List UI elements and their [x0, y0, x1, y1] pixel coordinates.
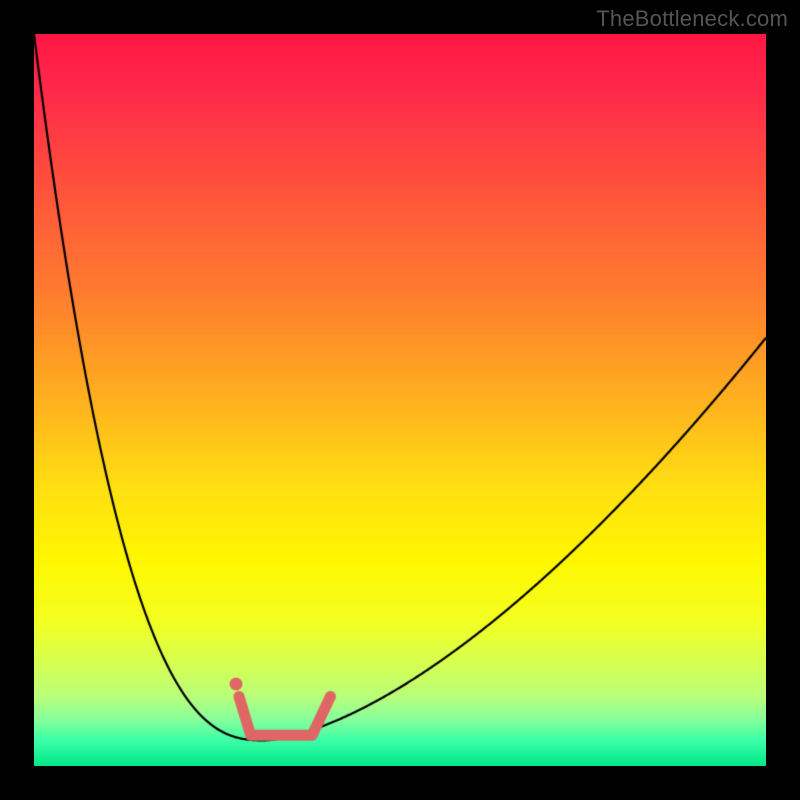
stage: TheBottleneck.com [0, 0, 800, 800]
bottleneck-chart-canvas [34, 34, 766, 766]
watermark-text: TheBottleneck.com [596, 6, 788, 32]
plot-frame [34, 34, 766, 766]
